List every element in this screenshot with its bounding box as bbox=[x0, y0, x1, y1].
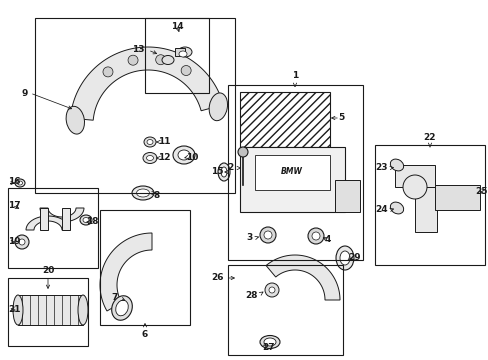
Circle shape bbox=[307, 228, 324, 244]
Text: 12: 12 bbox=[158, 153, 170, 162]
Circle shape bbox=[402, 175, 426, 199]
Bar bbox=[40, 208, 48, 230]
Ellipse shape bbox=[264, 338, 275, 346]
Text: 24: 24 bbox=[375, 206, 387, 215]
Ellipse shape bbox=[147, 139, 153, 144]
Ellipse shape bbox=[78, 295, 88, 325]
Text: 10: 10 bbox=[185, 153, 198, 162]
Text: 16: 16 bbox=[8, 177, 20, 186]
Circle shape bbox=[155, 55, 165, 65]
Ellipse shape bbox=[178, 150, 190, 160]
Ellipse shape bbox=[80, 215, 92, 225]
Bar bbox=[8, 278, 88, 346]
Ellipse shape bbox=[116, 300, 128, 316]
Ellipse shape bbox=[111, 296, 132, 320]
Text: 2: 2 bbox=[227, 163, 234, 172]
Polygon shape bbox=[70, 47, 223, 120]
Bar bbox=[227, 85, 362, 260]
Ellipse shape bbox=[335, 246, 353, 270]
Ellipse shape bbox=[83, 217, 89, 222]
Ellipse shape bbox=[389, 159, 403, 171]
Bar bbox=[240, 92, 329, 147]
Ellipse shape bbox=[339, 251, 349, 265]
Text: 5: 5 bbox=[337, 113, 344, 122]
Ellipse shape bbox=[162, 55, 174, 64]
Circle shape bbox=[238, 147, 247, 157]
Text: 25: 25 bbox=[474, 188, 487, 197]
Circle shape bbox=[264, 283, 279, 297]
Ellipse shape bbox=[18, 181, 22, 185]
Polygon shape bbox=[40, 208, 84, 222]
Text: 29: 29 bbox=[347, 253, 360, 262]
Text: 17: 17 bbox=[8, 201, 20, 210]
Text: 28: 28 bbox=[245, 291, 258, 300]
Ellipse shape bbox=[389, 202, 403, 214]
Bar bbox=[254, 155, 329, 190]
Ellipse shape bbox=[179, 51, 186, 57]
Bar bbox=[227, 265, 342, 355]
Bar bbox=[374, 145, 484, 265]
Ellipse shape bbox=[146, 156, 153, 161]
Ellipse shape bbox=[173, 146, 195, 164]
Text: 14: 14 bbox=[170, 22, 183, 31]
Text: 13: 13 bbox=[132, 45, 145, 54]
Bar bbox=[334, 180, 359, 212]
Bar bbox=[18, 295, 83, 325]
Ellipse shape bbox=[142, 153, 157, 163]
Circle shape bbox=[128, 55, 138, 65]
Bar bbox=[394, 165, 434, 187]
Circle shape bbox=[181, 66, 191, 76]
Text: 11: 11 bbox=[158, 138, 170, 147]
Text: 22: 22 bbox=[423, 133, 435, 142]
Polygon shape bbox=[100, 233, 152, 311]
Text: 4: 4 bbox=[325, 235, 331, 244]
Polygon shape bbox=[26, 216, 70, 230]
Ellipse shape bbox=[15, 179, 25, 187]
Text: BMW: BMW bbox=[281, 167, 303, 176]
Bar bbox=[35, 18, 235, 193]
Ellipse shape bbox=[260, 336, 280, 348]
Bar bbox=[414, 187, 436, 232]
Text: 8: 8 bbox=[154, 190, 160, 199]
Ellipse shape bbox=[13, 295, 23, 325]
Text: 26: 26 bbox=[211, 274, 224, 283]
Ellipse shape bbox=[66, 106, 84, 134]
Circle shape bbox=[19, 239, 25, 245]
Ellipse shape bbox=[178, 47, 192, 57]
Text: 27: 27 bbox=[262, 343, 274, 352]
Ellipse shape bbox=[209, 93, 227, 121]
Ellipse shape bbox=[218, 163, 229, 181]
Circle shape bbox=[15, 235, 29, 249]
Ellipse shape bbox=[132, 186, 154, 200]
Text: 19: 19 bbox=[8, 238, 20, 247]
Text: 6: 6 bbox=[142, 330, 148, 339]
Circle shape bbox=[268, 287, 274, 293]
Text: 20: 20 bbox=[42, 266, 54, 275]
Bar bbox=[240, 147, 345, 212]
Circle shape bbox=[260, 227, 275, 243]
Text: 23: 23 bbox=[375, 163, 387, 172]
Circle shape bbox=[311, 232, 319, 240]
Bar bbox=[100, 210, 190, 325]
Bar bbox=[434, 185, 479, 210]
Text: 3: 3 bbox=[246, 234, 252, 243]
Bar bbox=[62, 208, 70, 230]
Polygon shape bbox=[265, 255, 339, 300]
Text: 15: 15 bbox=[211, 167, 224, 176]
Text: 9: 9 bbox=[21, 89, 28, 98]
Text: 18: 18 bbox=[86, 217, 98, 226]
Bar bbox=[8, 188, 98, 268]
Text: 1: 1 bbox=[291, 71, 298, 80]
Text: 7: 7 bbox=[111, 293, 118, 302]
Ellipse shape bbox=[221, 167, 226, 177]
Bar bbox=[175, 48, 184, 56]
Ellipse shape bbox=[136, 189, 149, 197]
Circle shape bbox=[103, 67, 113, 77]
Ellipse shape bbox=[143, 137, 156, 147]
Bar bbox=[145, 18, 208, 93]
Text: 21: 21 bbox=[8, 306, 20, 315]
Circle shape bbox=[264, 231, 271, 239]
